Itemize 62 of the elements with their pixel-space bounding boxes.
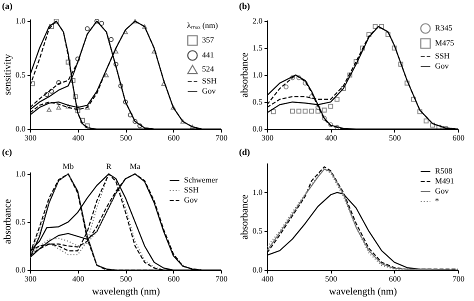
y-tick-label: 0.0 <box>252 266 262 274</box>
annotation: Mb <box>62 162 74 171</box>
y-tick-label: 2.0 <box>252 16 262 26</box>
y-tick-label: 1.0 <box>16 16 26 26</box>
legend-title: λₘₐₓ (nm) <box>187 21 218 30</box>
x-axis-title: wavelength (nm) <box>92 286 160 298</box>
x-tick-label: 300 <box>262 134 274 142</box>
legend-label: SSH <box>435 52 450 60</box>
legend-label: SSH <box>184 186 199 194</box>
x-tick-label: 400 <box>72 274 84 284</box>
y-axis-title: absorbance <box>2 198 14 244</box>
y-tick-label: 0.5 <box>252 98 262 107</box>
legend-label: SSH <box>202 76 217 86</box>
x-tick-label: 500 <box>325 274 338 284</box>
y-tick-label: 0.5 <box>16 217 26 226</box>
y-axis-title: absorbance <box>240 52 250 98</box>
y-tick-label: 0.0 <box>252 124 262 134</box>
x-tick-label: 400 <box>72 134 84 142</box>
chart-title: (a) <box>2 1 12 12</box>
chart-title: (c) <box>2 146 12 157</box>
x-tick-label: 300 <box>24 134 36 142</box>
legend-label: 357 <box>202 36 214 44</box>
x-axis-title: wavelength (nm) <box>328 286 398 298</box>
x-tick-label: 600 <box>168 274 180 284</box>
annotation: Ma <box>130 162 141 171</box>
y-tick-label: 1.0 <box>16 169 26 178</box>
legend-label: Gov <box>184 196 198 204</box>
x-tick-label: 300 <box>24 274 36 284</box>
x-tick-label: 700 <box>216 134 228 142</box>
legend-label: R345 <box>435 24 452 32</box>
legend-label: R508 <box>435 166 452 176</box>
y-tick-label: 1.0 <box>252 188 262 197</box>
legend-label: M475 <box>435 38 454 48</box>
chart-title: (d) <box>239 147 250 157</box>
chart-title: (b) <box>239 1 250 12</box>
x-tick-label: 700 <box>216 274 228 284</box>
annotation: R <box>106 162 112 171</box>
y-tick-label: 0.0 <box>16 266 26 274</box>
x-tick-label: 600 <box>168 134 180 142</box>
y-tick-label: 0.5 <box>252 226 262 236</box>
legend-label: 441 <box>202 50 214 60</box>
x-tick-label: 700 <box>452 274 464 284</box>
legend-label: Gov <box>435 186 449 196</box>
y-tick-label: 1.5 <box>252 44 262 53</box>
x-tick-label: 500 <box>120 134 132 142</box>
y-tick-label: 1.0 <box>252 70 262 80</box>
legend-label: M491 <box>435 176 454 186</box>
legend-label: Schwemer <box>184 176 218 184</box>
y-tick-label: 0.5 <box>16 70 26 80</box>
x-tick-label: 400 <box>325 134 338 142</box>
x-tick-label: 600 <box>388 274 401 284</box>
legend-label: Gov <box>202 86 216 96</box>
legend-label: * <box>435 196 439 206</box>
legend-label: 524 <box>202 64 214 74</box>
x-tick-label: 400 <box>262 274 274 284</box>
y-axis-title: sensitivity <box>2 54 14 96</box>
y-axis-title: absorbance <box>240 194 250 240</box>
legend-label: Gov <box>435 62 449 70</box>
y-tick-label: 0.0 <box>16 124 26 134</box>
x-tick-label: 500 <box>388 134 401 142</box>
x-tick-label: 500 <box>120 274 132 284</box>
x-tick-label: 600 <box>452 134 464 142</box>
